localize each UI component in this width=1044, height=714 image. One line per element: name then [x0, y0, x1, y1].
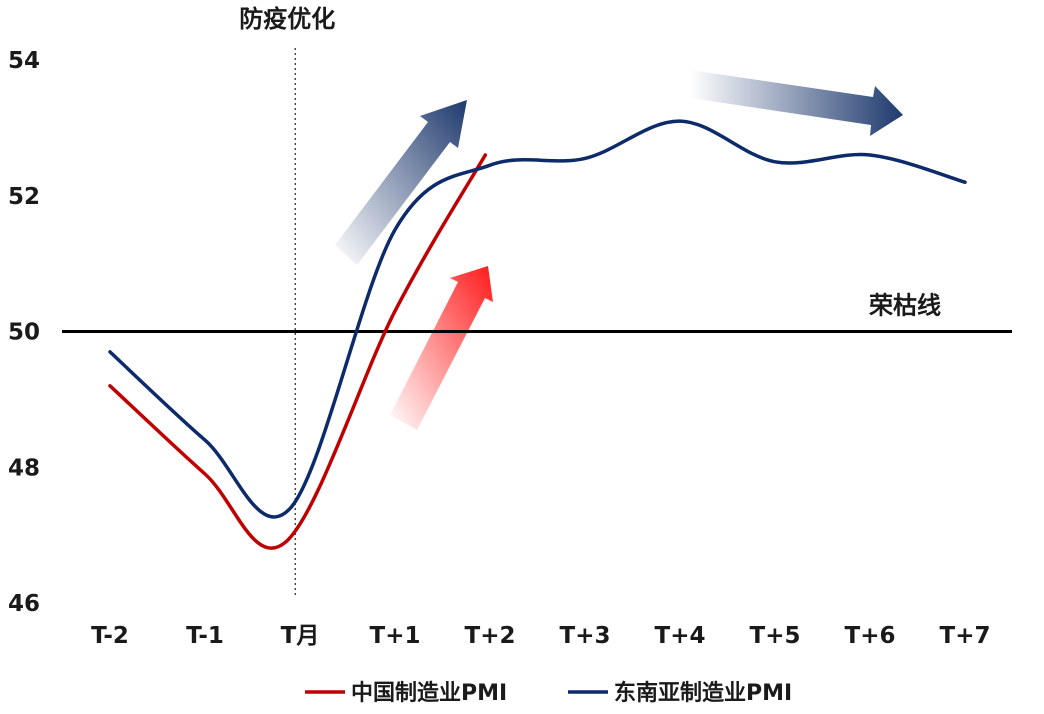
red-up-arrow [390, 266, 493, 430]
x-tick-label: T+4 [655, 623, 706, 649]
x-tick-label: T+1 [370, 623, 421, 649]
y-tick-label: 54 [8, 48, 40, 74]
y-tick-label: 48 [8, 455, 40, 481]
x-tick-label: T月 [281, 623, 320, 649]
x-tick-label: T+5 [750, 623, 801, 649]
y-tick-label: 46 [8, 591, 40, 617]
x-tick-label: T+7 [940, 623, 991, 649]
trend-arrows [335, 70, 903, 430]
x-tick-label: T-1 [186, 623, 224, 649]
x-tick-label: T+3 [560, 623, 611, 649]
x-tick-label: T+2 [465, 623, 516, 649]
reference-label: 荣枯线 [869, 292, 941, 320]
x-tick-label: T+6 [845, 623, 896, 649]
y-tick-label: 52 [8, 184, 40, 210]
x-tick-label: T-2 [91, 623, 129, 649]
legend-label: 中国制造业PMI [351, 681, 507, 706]
blue-up-arrow [335, 100, 467, 265]
series-line-1 [108, 119, 967, 519]
event-label: 防疫优化 [239, 5, 335, 33]
blue-right-arrow [690, 70, 903, 136]
series-line-0 [108, 153, 488, 550]
y-tick-label: 50 [8, 320, 40, 346]
legend-label: 东南亚制造业PMI [614, 680, 792, 706]
